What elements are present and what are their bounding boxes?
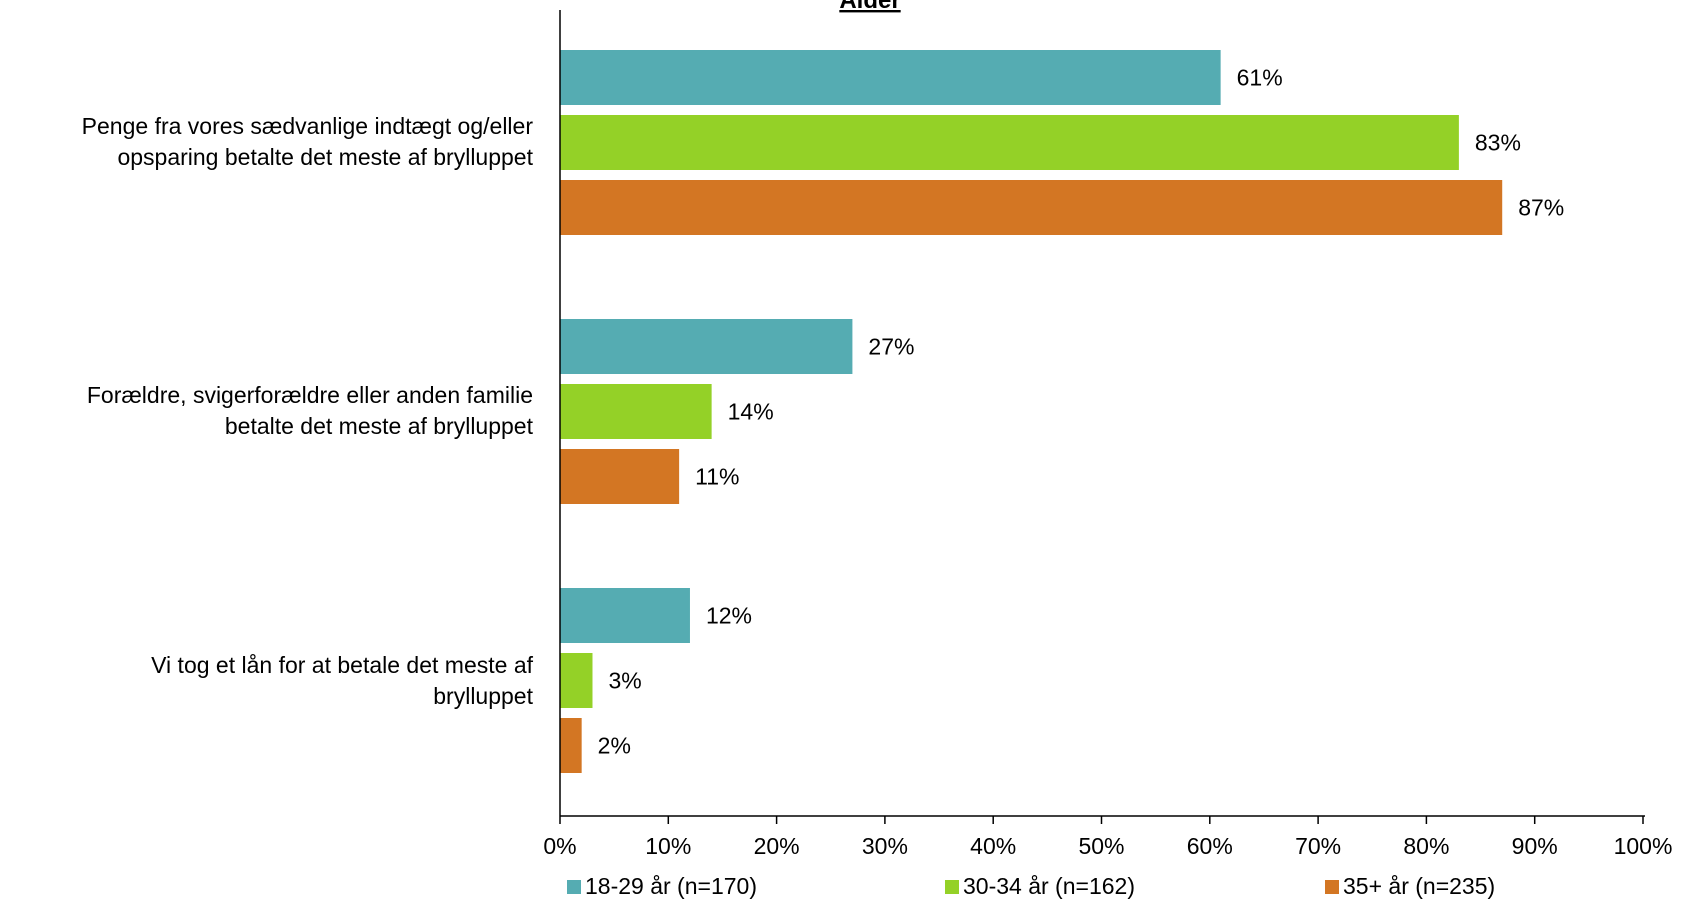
legend-swatch (567, 880, 581, 894)
data-label: 2% (598, 733, 631, 759)
legend-swatch (945, 880, 959, 894)
bar (560, 319, 853, 374)
category-label-line: Vi tog et lån for at betale det meste af (151, 652, 533, 678)
x-tick-label: 10% (645, 833, 691, 859)
bar (560, 588, 690, 643)
legend-item: 30-34 år (n=162) (945, 872, 1135, 900)
category-label-line: opsparing betalte det meste af brylluppe… (117, 144, 533, 170)
data-label: 27% (868, 334, 914, 360)
bar (560, 50, 1221, 105)
data-label: 11% (695, 464, 739, 490)
legend-item: 18-29 år (n=170) (567, 872, 757, 900)
x-tick-label: 30% (862, 833, 908, 859)
bar (560, 449, 680, 504)
x-tick-label: 100% (1614, 833, 1673, 859)
bar (560, 180, 1503, 235)
bar (560, 718, 582, 773)
bar (560, 384, 712, 439)
category-label: Penge fra vores sædvanlige indtægt og/el… (13, 111, 533, 173)
x-tick-label: 20% (754, 833, 800, 859)
legend-label: 35+ år (n=235) (1343, 873, 1496, 899)
x-tick-label: 50% (1078, 833, 1124, 859)
category-label-line: brylluppet (433, 683, 533, 709)
x-tick-label: 40% (970, 833, 1016, 859)
category-label-line: Forældre, svigerforældre eller anden fam… (86, 382, 533, 408)
category-label: Forældre, svigerforældre eller anden fam… (13, 380, 533, 442)
legend-swatch (1325, 880, 1339, 894)
category-label-line: betalte det meste af brylluppet (224, 413, 533, 439)
data-label: 12% (706, 603, 752, 629)
data-label: 87% (1518, 195, 1564, 221)
data-label: 61% (1237, 65, 1283, 91)
legend-label: 18-29 år (n=170) (585, 873, 757, 899)
category-label-line: Penge fra vores sædvanlige indtægt og/el… (81, 113, 533, 139)
data-label: 14% (728, 399, 774, 425)
category-label: Vi tog et lån for at betale det meste af… (13, 650, 533, 712)
bar (560, 653, 593, 708)
chart-title: Alder (839, 0, 900, 14)
x-tick-label: 60% (1187, 833, 1233, 859)
data-label: 3% (608, 668, 641, 694)
legend-label: 30-34 år (n=162) (963, 873, 1135, 899)
x-tick-label: 90% (1512, 833, 1558, 859)
x-tick-label: 80% (1403, 833, 1449, 859)
x-tick-label: 70% (1295, 833, 1341, 859)
legend-item: 35+ år (n=235) (1325, 872, 1495, 900)
data-label: 83% (1475, 130, 1521, 156)
x-tick-label: 0% (543, 833, 576, 859)
bar (560, 115, 1459, 170)
